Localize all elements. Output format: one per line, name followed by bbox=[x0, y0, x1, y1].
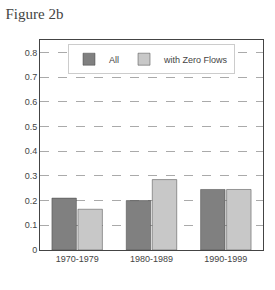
svg-text:0.7: 0.7 bbox=[25, 72, 38, 82]
svg-text:1990-1999: 1990-1999 bbox=[204, 254, 247, 264]
svg-text:1970-1979: 1970-1979 bbox=[56, 254, 99, 264]
svg-text:0.4: 0.4 bbox=[25, 146, 38, 156]
svg-text:0.1: 0.1 bbox=[25, 220, 38, 230]
svg-text:0.6: 0.6 bbox=[25, 97, 38, 107]
svg-text:with Zero Flows: with Zero Flows bbox=[163, 55, 228, 65]
svg-text:Figure 2b: Figure 2b bbox=[6, 6, 64, 22]
svg-text:0.8: 0.8 bbox=[25, 48, 38, 58]
svg-text:1980-1989: 1980-1989 bbox=[130, 254, 173, 264]
svg-text:0: 0 bbox=[32, 245, 37, 255]
svg-text:All: All bbox=[109, 55, 119, 65]
svg-text:0.3: 0.3 bbox=[25, 171, 38, 181]
svg-text:0.2: 0.2 bbox=[25, 196, 38, 206]
svg-text:0.5: 0.5 bbox=[25, 122, 38, 132]
